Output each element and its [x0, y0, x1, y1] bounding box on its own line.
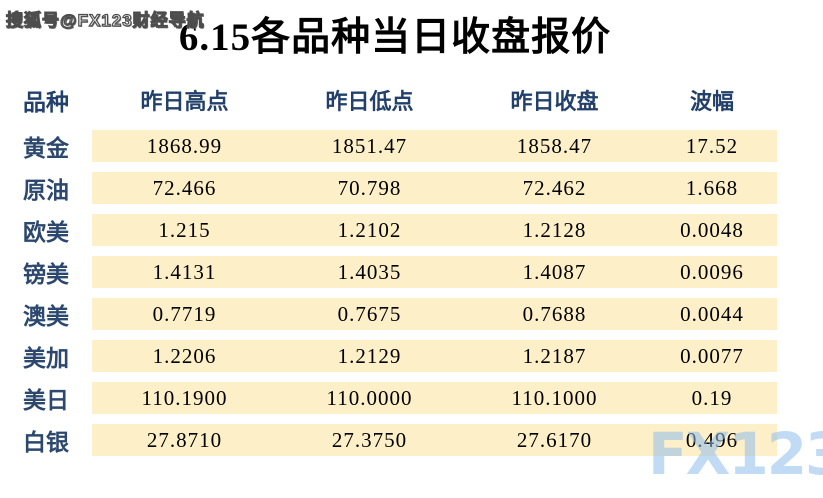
cell-low: 1.2129	[337, 343, 402, 368]
row-band: 27.8710 27.3750 27.6170 0.496	[92, 424, 777, 456]
table-row: 白银 27.8710 27.3750 27.6170 0.496	[0, 424, 823, 456]
header-band: 昨日高点 昨日低点 昨日收盘 波幅	[92, 84, 777, 116]
cell-range: 1.668	[685, 175, 739, 200]
page-title: 6.15各品种当日收盘报价	[178, 16, 612, 59]
cell-low: 110.0000	[326, 385, 413, 410]
cell-high: 72.466	[152, 175, 217, 200]
row-label: 原油	[23, 177, 69, 203]
cell-close: 1.2128	[522, 217, 587, 242]
cell-range: 0.0077	[680, 343, 744, 368]
cell-high: 1.4131	[152, 259, 217, 284]
row-label: 黄金	[23, 135, 69, 161]
cell-range: 17.52	[685, 133, 739, 158]
row-band: 1.4131 1.4035 1.4087 0.0096	[92, 256, 777, 288]
row-band: 72.466 70.798 72.462 1.668	[92, 172, 777, 204]
cell-range: 0.0096	[680, 259, 744, 284]
sohu-account-watermark: 搜狐号@FX123财经导航	[5, 10, 205, 30]
row-label: 美加	[23, 345, 69, 371]
row-label: 镑美	[23, 261, 69, 287]
cell-low: 1.4035	[337, 259, 402, 284]
cell-close: 72.462	[522, 175, 587, 200]
cell-range: 0.496	[685, 427, 739, 452]
cell-close: 1858.47	[516, 133, 593, 158]
row-band: 1.215 1.2102 1.2128 0.0048	[92, 214, 777, 246]
row-band: 1868.99 1851.47 1858.47 17.52	[92, 130, 777, 162]
cell-low: 70.798	[337, 175, 402, 200]
cell-low: 27.3750	[331, 427, 408, 452]
cell-close: 110.1000	[511, 385, 598, 410]
price-table: 品种 昨日高点 昨日低点 昨日收盘 波幅 黄金 1868.99 1851.47 …	[0, 84, 823, 466]
column-header-high: 昨日高点	[140, 89, 229, 114]
table-row: 镑美 1.4131 1.4035 1.4087 0.0096	[0, 256, 823, 288]
table-row: 美日 110.1900 110.0000 110.1000 0.19	[0, 382, 823, 414]
row-band: 110.1900 110.0000 110.1000 0.19	[92, 382, 777, 414]
table-row: 黄金 1868.99 1851.47 1858.47 17.52	[0, 130, 823, 162]
table-header-row: 品种 昨日高点 昨日低点 昨日收盘 波幅	[0, 84, 823, 116]
cell-low: 1.2102	[337, 217, 402, 242]
cell-close: 1.4087	[522, 259, 587, 284]
cell-high: 110.1900	[141, 385, 228, 410]
cell-low: 1851.47	[331, 133, 408, 158]
cell-high: 0.7719	[152, 301, 217, 326]
table-row: 美加 1.2206 1.2129 1.2187 0.0077	[0, 340, 823, 372]
column-header-close: 昨日收盘	[510, 89, 599, 114]
column-header-low: 昨日低点	[325, 89, 414, 114]
column-header-range: 波幅	[689, 89, 734, 114]
cell-range: 0.19	[691, 385, 733, 410]
cell-high: 1868.99	[146, 133, 223, 158]
cell-low: 0.7675	[337, 301, 402, 326]
table-row: 原油 72.466 70.798 72.462 1.668	[0, 172, 823, 204]
cell-close: 1.2187	[522, 343, 587, 368]
fx123-watermark: FX123	[648, 420, 823, 488]
cell-high: 1.2206	[152, 343, 217, 368]
row-label: 美日	[23, 387, 69, 413]
cell-range: 0.0048	[680, 217, 744, 242]
cell-high: 27.8710	[146, 427, 223, 452]
table-row: 澳美 0.7719 0.7675 0.7688 0.0044	[0, 298, 823, 330]
row-label: 澳美	[23, 303, 69, 329]
cell-close: 0.7688	[522, 301, 587, 326]
cell-high: 1.215	[158, 217, 211, 242]
column-header-variety: 品种	[23, 89, 69, 115]
row-band: 1.2206 1.2129 1.2187 0.0077	[92, 340, 777, 372]
table-row: 欧美 1.215 1.2102 1.2128 0.0048	[0, 214, 823, 246]
row-band: 0.7719 0.7675 0.7688 0.0044	[92, 298, 777, 330]
cell-close: 27.6170	[516, 427, 593, 452]
row-label: 欧美	[23, 219, 69, 245]
row-label: 白银	[23, 429, 69, 455]
cell-range: 0.0044	[680, 301, 744, 326]
table-body: 黄金 1868.99 1851.47 1858.47 17.52 原油 72.4…	[0, 130, 823, 456]
